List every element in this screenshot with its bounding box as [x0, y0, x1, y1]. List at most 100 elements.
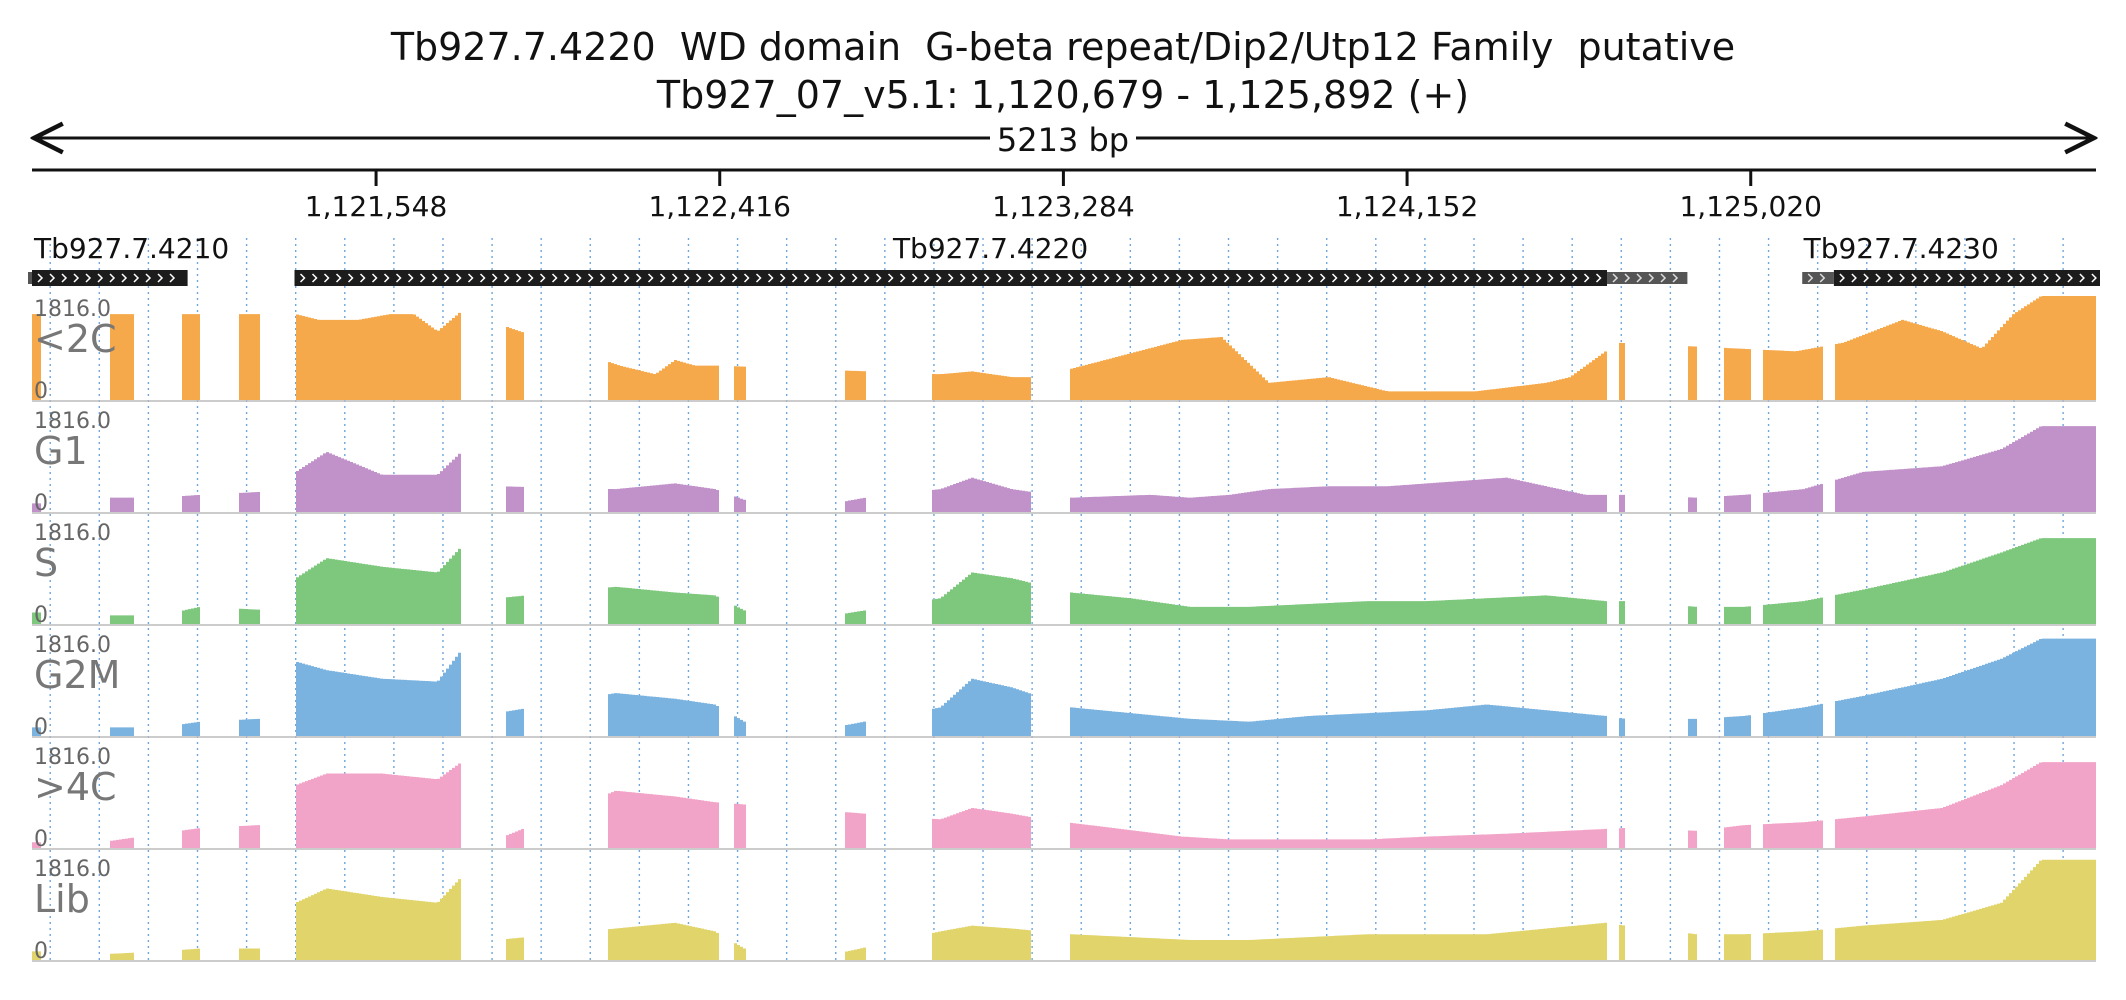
- y-max-label: 1816.0: [34, 857, 111, 882]
- strand-arrow: [467, 273, 474, 283]
- strand-arrow: [323, 273, 330, 283]
- strand-arrow: [1199, 273, 1206, 283]
- coordinate-axis: 1,121,548 1,122,416 1,123,284 1,124,152 1,12…: [32, 168, 2096, 223]
- strand-arrow: [1319, 273, 1326, 283]
- strand-arrow: [1463, 273, 1470, 283]
- strand-arrow: [1851, 273, 1857, 283]
- strand-arrow: [503, 273, 510, 283]
- strand-arrow: [1043, 273, 1050, 283]
- chart-subtitle: Tb927_07_v5.1: 1,120,679 - 1,125,892 (+): [656, 73, 1470, 117]
- axis-tick-label: 1,122,416: [648, 190, 791, 223]
- strand-arrow: [1887, 273, 1893, 283]
- strand-arrow: [1163, 273, 1170, 283]
- strand-arrow: [1807, 273, 1814, 283]
- strand-arrow: [1055, 273, 1062, 283]
- strand-arrow: [1612, 273, 1619, 283]
- cds-block: [294, 270, 1608, 286]
- strand-arrow: [839, 273, 846, 283]
- strand-arrow: [121, 273, 128, 283]
- y-min-label: 0: [34, 827, 48, 852]
- gene-label: Tb927.7.4230: [1803, 232, 1999, 265]
- strand-arrow: [371, 273, 378, 283]
- strand-arrow: [815, 273, 822, 283]
- strand-arrow: [1935, 273, 1941, 283]
- strand-arrow: [719, 273, 726, 283]
- strand-arrow: [1379, 273, 1386, 283]
- strand-arrow: [1223, 273, 1230, 283]
- strand-arrow: [1415, 273, 1422, 283]
- track-4C: 1816.0>4C 0: [32, 745, 2096, 852]
- strand-arrow: [2019, 273, 2025, 283]
- strand-arrow: [947, 273, 954, 283]
- strand-arrow: [491, 273, 498, 283]
- strand-arrow: [1091, 273, 1098, 283]
- strand-arrow: [1175, 273, 1182, 283]
- strand-arrow: [383, 273, 390, 283]
- strand-arrow: [1211, 273, 1218, 283]
- y-max-label: 1816.0: [34, 409, 111, 434]
- strand-arrow: [73, 273, 80, 283]
- y-min-label: 0: [34, 939, 48, 964]
- strand-arrow: [1583, 273, 1590, 283]
- strand-arrow: [1451, 273, 1458, 283]
- y-min-label: 0: [34, 715, 48, 740]
- strand-arrow: [1648, 273, 1655, 283]
- track-name-label: >4C: [34, 765, 117, 809]
- track-name-label: G1: [34, 429, 88, 473]
- strand-arrow: [1499, 273, 1506, 283]
- strand-arrow: [923, 273, 930, 283]
- axis-tick-label: 1,121,548: [305, 190, 448, 223]
- strand-arrow: [659, 273, 666, 283]
- strand-arrow: [1079, 273, 1086, 283]
- strand-arrow: [683, 273, 690, 283]
- strand-arrow: [1636, 273, 1643, 283]
- strand-arrow: [431, 273, 438, 283]
- y-max-label: 1816.0: [34, 633, 111, 658]
- strand-arrow: [157, 273, 164, 283]
- strand-arrow: [347, 273, 354, 283]
- strand-arrow: [1971, 273, 1977, 283]
- gene-track: Tb927.7.4210 Tb927.7.4220 Tb927.7.4230: [28, 232, 2100, 286]
- strand-arrow: [539, 273, 546, 283]
- span-indicator: 5213 bp: [34, 121, 2094, 159]
- axis-tick-label: 1,124,152: [1336, 190, 1479, 223]
- strand-arrow: [899, 273, 906, 283]
- strand-arrow: [527, 273, 534, 283]
- strand-arrow: [1523, 273, 1530, 283]
- strand-arrow: [983, 273, 990, 283]
- strand-arrow: [971, 273, 978, 283]
- gene-Tb927.7.4230: Tb927.7.4230: [1802, 232, 2100, 286]
- strand-arrow: [1487, 273, 1494, 283]
- strand-arrow: [1947, 273, 1953, 283]
- strand-arrow: [359, 273, 366, 283]
- y-min-label: 0: [34, 379, 48, 404]
- track-S: 1816.0S 0: [32, 521, 2096, 628]
- strand-arrow: [743, 273, 750, 283]
- strand-arrow: [827, 273, 834, 283]
- track-2C: 1816.0<2C 0: [32, 296, 2096, 404]
- strand-arrow: [1403, 273, 1410, 283]
- strand-arrow: [299, 273, 306, 283]
- strand-arrow: [1995, 273, 2001, 283]
- strand-arrow: [671, 273, 678, 283]
- strand-arrow: [1475, 273, 1482, 283]
- y-max-label: 1816.0: [34, 521, 111, 546]
- strand-arrow: [935, 273, 942, 283]
- strand-arrow: [1067, 273, 1074, 283]
- coverage-area-Lib: [32, 859, 2096, 960]
- strand-arrow: [1343, 273, 1350, 283]
- utr5-block: [1802, 272, 1834, 284]
- strand-arrow: [995, 273, 1002, 283]
- strand-arrow: [1355, 273, 1362, 283]
- strand-arrow: [647, 273, 654, 283]
- strand-arrow: [1624, 273, 1631, 283]
- strand-arrow: [1019, 273, 1026, 283]
- track-name-label: S: [34, 541, 58, 585]
- strand-arrow: [875, 273, 882, 283]
- span-label: 5213 bp: [997, 121, 1129, 159]
- y-max-label: 1816.0: [34, 297, 111, 322]
- utr5-block: [28, 272, 32, 284]
- axis-tick-label: 1,123,284: [992, 190, 1135, 223]
